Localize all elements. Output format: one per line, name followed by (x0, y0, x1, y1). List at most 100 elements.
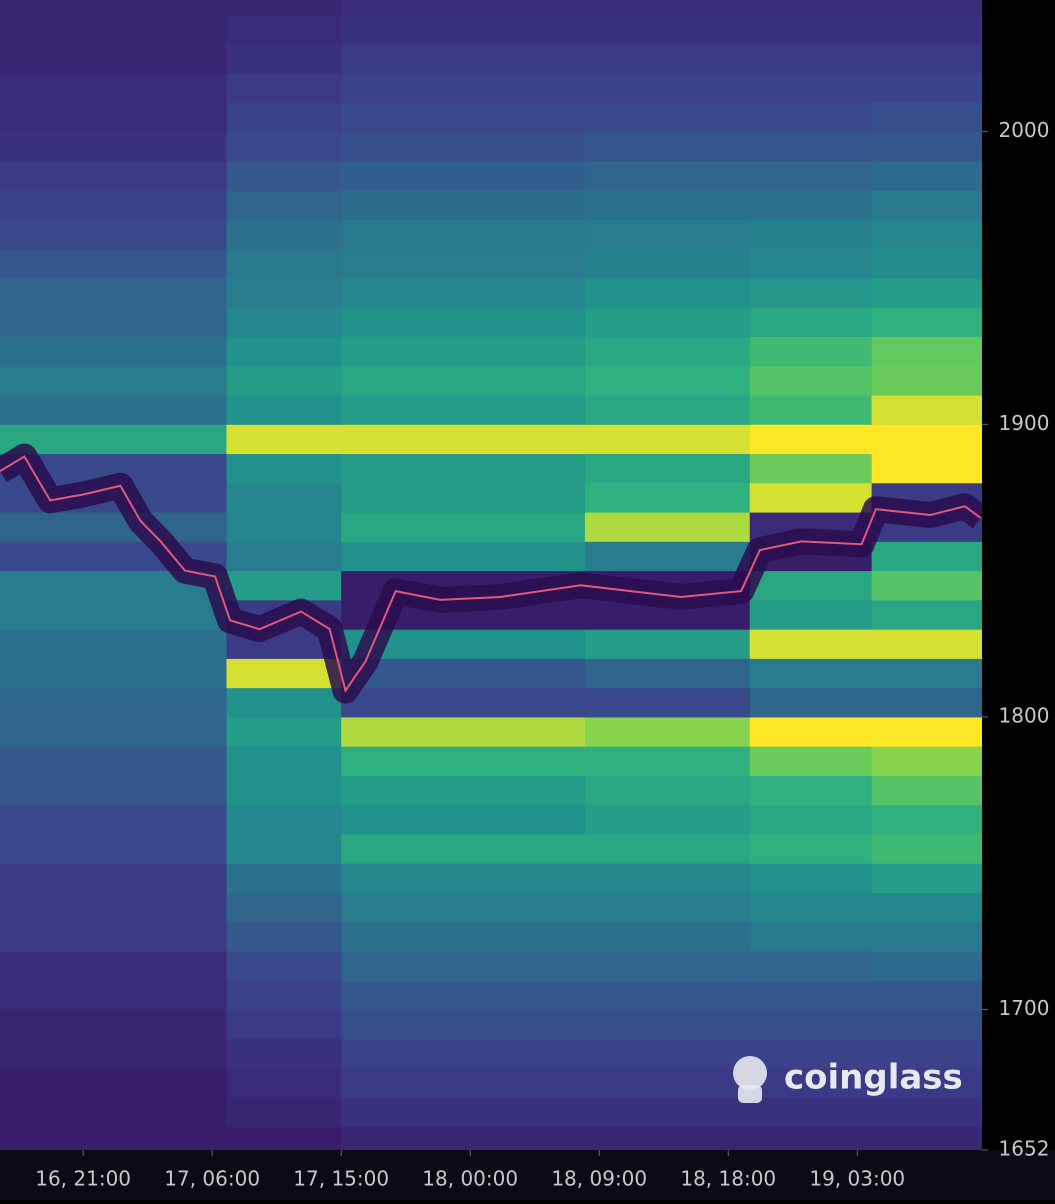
heat-cell (341, 248, 586, 279)
heat-cell (584, 863, 751, 893)
heat-cell (871, 395, 983, 425)
heat-cell (0, 307, 228, 338)
heat-cell (871, 921, 983, 952)
heat-cell (584, 512, 751, 542)
heat-cell (871, 980, 983, 1011)
heat-cell (226, 277, 342, 308)
heat-cell (226, 716, 342, 747)
heat-cell (871, 570, 983, 601)
price-line (0, 455, 982, 693)
heat-cell (226, 980, 342, 1011)
heat-cell (226, 1126, 342, 1151)
heat-cell (584, 1009, 751, 1040)
heat-cell (341, 512, 586, 542)
heat-cell (0, 1009, 228, 1040)
heat-cell (584, 190, 751, 220)
heat-cell (0, 629, 228, 659)
heat-cell (749, 687, 873, 718)
heat-cell (341, 1126, 586, 1151)
heat-cell (584, 746, 751, 776)
heat-cell (871, 277, 983, 308)
heat-cell (226, 1009, 342, 1040)
heat-cell (0, 219, 228, 250)
heat-cell (871, 190, 983, 220)
heat-cell (584, 131, 751, 162)
heat-cell (0, 14, 228, 45)
heat-cell (871, 336, 983, 367)
heat-cell (584, 248, 751, 279)
heat-cell (0, 248, 228, 279)
heat-cell (0, 512, 228, 542)
heat-cell (341, 307, 586, 338)
heat-cell (749, 746, 873, 776)
x-tick-label: 16, 21:00 (35, 1167, 131, 1191)
heat-cell (341, 921, 586, 952)
y-tick-label: 1652 (999, 1137, 1050, 1161)
heat-cell (584, 687, 751, 718)
heat-cell (871, 629, 983, 659)
heat-cell (584, 424, 751, 455)
heat-cell (584, 980, 751, 1011)
heat-cell (749, 307, 873, 338)
heat-cell (0, 336, 228, 367)
heat-cell (871, 716, 983, 747)
heat-cell (226, 307, 342, 338)
heat-cell (0, 863, 228, 893)
heat-cell (749, 775, 873, 806)
heat-cell (0, 0, 228, 16)
heat-cell (226, 365, 342, 396)
heat-cell (749, 365, 873, 396)
heat-cell (0, 102, 228, 133)
heat-cell (749, 980, 873, 1011)
heat-cell (341, 804, 586, 835)
heat-cell (584, 307, 751, 338)
heat-cell (871, 43, 983, 74)
heat-cell (584, 1068, 751, 1098)
x-tick-label: 18, 00:00 (422, 1167, 518, 1191)
heat-cell (871, 102, 983, 133)
heat-cell (341, 716, 586, 747)
heat-cell (226, 336, 342, 367)
heat-cell (584, 716, 751, 747)
heat-cell (584, 482, 751, 513)
heat-cell (871, 453, 983, 484)
heat-cell (0, 716, 228, 747)
heat-cell (341, 687, 586, 718)
heat-cell (341, 775, 586, 806)
heat-cell (0, 1038, 228, 1069)
heat-cell (0, 892, 228, 923)
heat-cell (341, 453, 586, 484)
x-tick-label: 18, 18:00 (680, 1167, 776, 1191)
heat-cell (584, 14, 751, 45)
x-tick-label: 17, 06:00 (164, 1167, 260, 1191)
heat-cell (749, 804, 873, 835)
heat-cell (749, 102, 873, 133)
heat-cell (341, 131, 586, 162)
y-axis-band (982, 0, 1055, 1200)
heat-cell (749, 453, 873, 484)
y-tick-label: 1800 (999, 703, 1050, 727)
heat-cell (749, 73, 873, 103)
heat-cell (226, 512, 342, 542)
heat-cell (341, 277, 586, 308)
heat-cell (749, 395, 873, 425)
heat-cell (0, 951, 228, 981)
heat-cell (584, 804, 751, 835)
heat-cell (0, 687, 228, 718)
heat-cell (871, 833, 983, 864)
heat-cell (0, 599, 228, 630)
heat-cell (584, 453, 751, 484)
heat-cell (341, 365, 586, 396)
heat-cell (341, 73, 586, 103)
heat-cell (226, 424, 342, 455)
heat-cell (0, 73, 228, 103)
heat-cell (226, 190, 342, 220)
heat-cell (749, 629, 873, 659)
heat-cell (226, 160, 342, 191)
heat-cell (749, 892, 873, 923)
heat-cell (0, 424, 228, 455)
heat-cell (749, 1097, 873, 1128)
watermark: coinglass (784, 1058, 963, 1098)
heat-cell (0, 804, 228, 835)
